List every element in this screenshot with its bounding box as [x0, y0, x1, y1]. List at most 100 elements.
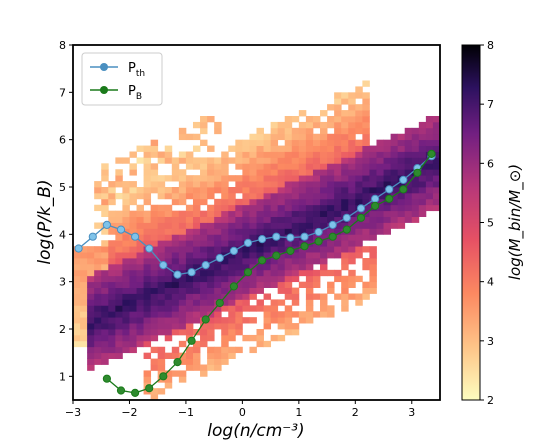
- heatmap-cell: [207, 163, 215, 170]
- heatmap-cell: [348, 275, 356, 283]
- heatmap-cell: [305, 240, 314, 247]
- heatmap-cell: [334, 204, 342, 212]
- heatmap-cell: [432, 192, 440, 200]
- heatmap-cell: [185, 181, 194, 188]
- heatmap-cell: [136, 287, 144, 294]
- heatmap-cell: [101, 358, 109, 365]
- heatmap-cell: [263, 340, 272, 348]
- heatmap-cell: [129, 163, 137, 170]
- heatmap-cell: [242, 145, 250, 152]
- heatmap-cell: [320, 175, 328, 182]
- heatmap-cell: [164, 258, 173, 265]
- heatmap-cell: [221, 329, 229, 336]
- heatmap-cell: [150, 329, 159, 336]
- heatmap-cell: [362, 263, 370, 271]
- heatmap-cell: [228, 329, 236, 336]
- heatmap-cell: [108, 305, 116, 312]
- heatmap-cell: [249, 163, 257, 170]
- heatmap-cell: [291, 133, 300, 141]
- heatmap-cell: [362, 98, 370, 105]
- heatmap-cell: [369, 210, 377, 217]
- heatmap-cell: [327, 192, 335, 200]
- heatmap-cell: [305, 204, 314, 212]
- heatmap-cell: [214, 352, 222, 359]
- heatmap-cell: [404, 175, 413, 182]
- heatmap-cell: [390, 175, 399, 182]
- heatmap-cell: [390, 187, 399, 194]
- heatmap-cell: [150, 281, 159, 288]
- heatmap-cell: [312, 121, 321, 129]
- heatmap-cell: [249, 133, 257, 141]
- heatmap-cell: [327, 269, 335, 277]
- heatmap-cell: [369, 145, 377, 152]
- heatmap-cell: [320, 139, 328, 146]
- heatmap-cell: [320, 311, 328, 318]
- heatmap-cell: [284, 116, 293, 123]
- heatmap-cell: [164, 352, 173, 359]
- heatmap-cell: [334, 246, 342, 253]
- heatmap-cell: [178, 234, 187, 241]
- heatmap-cell: [334, 98, 342, 105]
- heatmap-cell: [200, 311, 208, 318]
- heatmap-cell: [150, 293, 159, 300]
- heatmap-cell: [327, 169, 335, 176]
- heatmap-cell: [362, 198, 370, 206]
- heatmap-cell: [214, 364, 222, 371]
- heatmap-cell: [164, 222, 173, 229]
- heatmap-cell: [214, 305, 222, 312]
- heatmap-cell: [256, 210, 264, 217]
- heatmap-cell: [327, 104, 335, 111]
- heatmap-cell: [284, 311, 293, 318]
- heatmap-cell: [256, 240, 264, 247]
- heatmap-cell: [143, 181, 152, 188]
- heatmap-cell: [362, 181, 370, 188]
- colorbar-gradient: [461, 44, 481, 401]
- heatmap-cell: [143, 311, 152, 318]
- heatmap-cell: [143, 210, 152, 217]
- heatmap-cell: [108, 281, 116, 288]
- heatmap-cell: [432, 163, 440, 170]
- heatmap-cell: [249, 287, 257, 294]
- heatmap-cell: [129, 287, 137, 294]
- heatmap-cell: [291, 216, 300, 223]
- heatmap-cell: [284, 210, 293, 217]
- heatmap-cell: [129, 187, 137, 194]
- heatmap-cell: [390, 222, 399, 229]
- heatmap-cell: [178, 311, 187, 318]
- heatmap-cell: [256, 139, 264, 146]
- heatmap-cell: [101, 281, 109, 288]
- heatmap-cell: [101, 246, 109, 253]
- heatmap-cell: [404, 192, 413, 200]
- heatmap-cell: [115, 299, 123, 306]
- heatmap-cell: [270, 139, 279, 146]
- heatmap-cell: [235, 299, 243, 306]
- heatmap-cell: [291, 263, 300, 271]
- heatmap-cell: [228, 275, 236, 283]
- heatmap-cell: [334, 127, 342, 135]
- heatmap-cell: [228, 222, 236, 229]
- heatmap-cell: [418, 198, 427, 206]
- heatmap-cell: [327, 116, 335, 123]
- heatmap-cell: [270, 305, 279, 312]
- data-point-1: [145, 384, 154, 393]
- heatmap-cell: [164, 216, 173, 223]
- heatmap-cell: [235, 222, 243, 229]
- heatmap-cell: [312, 116, 321, 123]
- heatmap-cell: [207, 323, 215, 330]
- heatmap-cell: [383, 163, 391, 170]
- heatmap-cell: [263, 181, 272, 188]
- heatmap-cell: [136, 234, 144, 241]
- heatmap-cell: [334, 293, 342, 300]
- heatmap-cell: [270, 299, 279, 306]
- heatmap-cell: [270, 157, 279, 164]
- heatmap-cell: [143, 198, 152, 206]
- heatmap-cell: [157, 352, 166, 359]
- heatmap-cell: [284, 228, 293, 235]
- heatmap-cell: [192, 252, 201, 259]
- heatmap-cell: [178, 198, 187, 206]
- heatmap-cell: [94, 317, 102, 324]
- heatmap-cell: [291, 145, 300, 152]
- heatmap-cell: [214, 204, 222, 212]
- heatmap-cell: [312, 169, 321, 176]
- heatmap-cell: [341, 281, 349, 288]
